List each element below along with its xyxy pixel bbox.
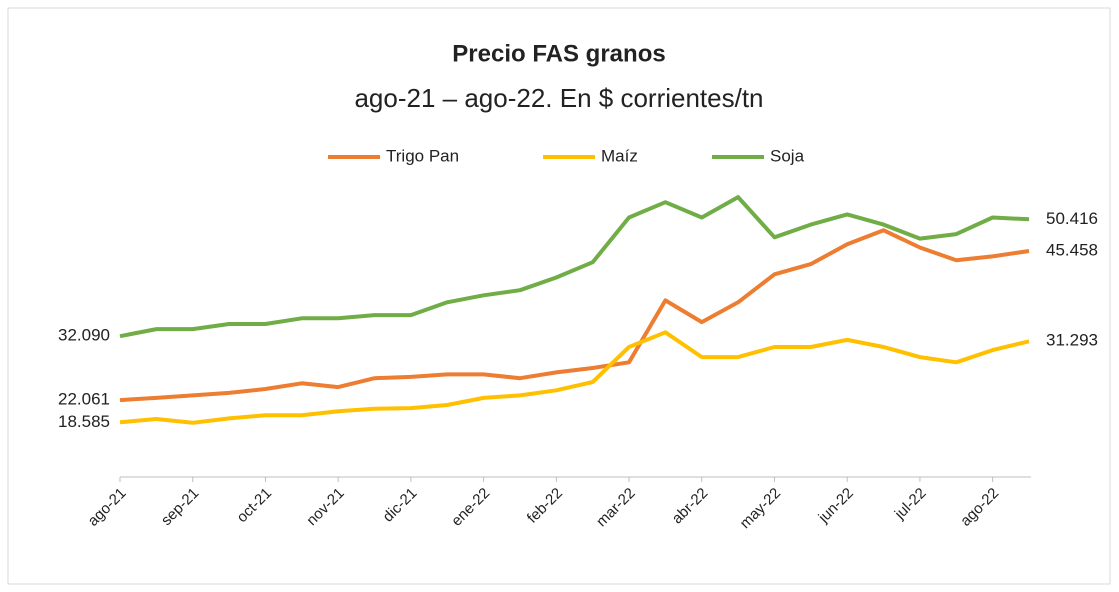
value-label: 31.293	[1046, 331, 1098, 350]
series-line	[119, 195, 1030, 339]
value-label: 22.061	[58, 390, 110, 409]
chart-frame	[7, 7, 1111, 585]
series-line	[119, 228, 1030, 403]
value-label: 32.090	[58, 326, 110, 345]
legend-label: Maíz	[601, 146, 638, 165]
value-label: 45.458	[1046, 240, 1098, 259]
value-label: 50.416	[1046, 209, 1098, 228]
chart-title: Precio FAS granos	[452, 40, 665, 67]
series-line	[119, 330, 1030, 425]
chart-subtitle: ago-21 – ago-22. En $ corrientes/tn	[354, 83, 763, 113]
legend-label: Trigo Pan	[386, 146, 459, 165]
value-label: 18.585	[58, 412, 110, 431]
legend-label: Soja	[770, 146, 805, 165]
